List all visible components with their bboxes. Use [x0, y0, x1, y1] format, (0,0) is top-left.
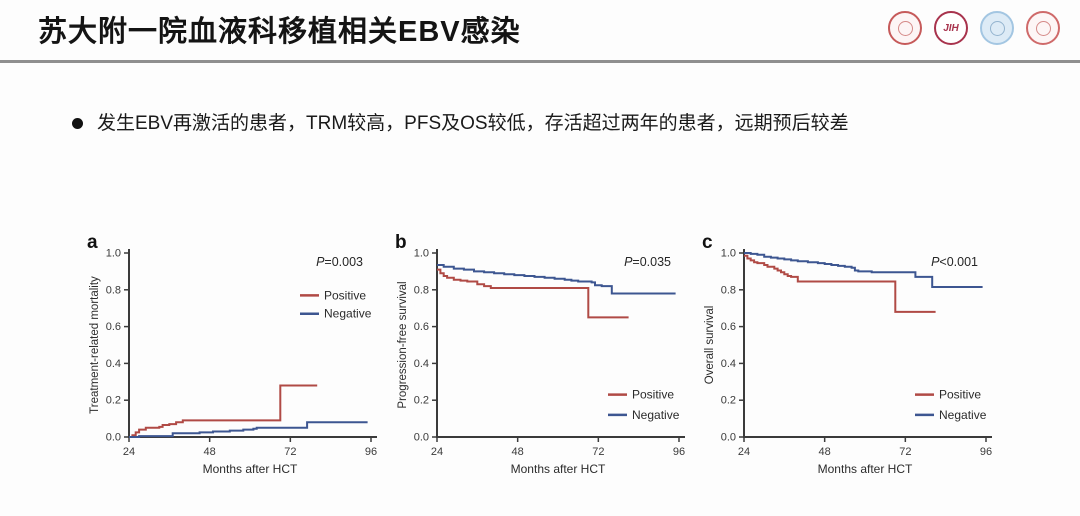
- x-tick-label: 72: [284, 446, 296, 458]
- y-tick-label: 0.8: [106, 284, 121, 296]
- x-tick-label: 24: [738, 446, 750, 458]
- legend-label-negative: Negative: [632, 408, 680, 422]
- y-tick-label: 1.0: [721, 248, 736, 260]
- y-tick-label: 0.6: [721, 321, 736, 333]
- x-tick-label: 48: [819, 446, 831, 458]
- y-tick-label: 0.6: [414, 321, 429, 333]
- x-axis-label: Months after HCT: [511, 462, 606, 476]
- km-chart-trm: a 0.0 0.2 0.4 0.6 0.8 1.0 24 48 72 96 Months after …: [85, 228, 395, 493]
- legend-label-negative: Negative: [324, 307, 372, 321]
- series-negative-line: [129, 421, 368, 438]
- series-positive-line: [744, 254, 936, 313]
- x-tick-label: 24: [431, 446, 443, 458]
- series-negative-line: [744, 252, 983, 288]
- km-chart-os: c 0.0 0.2 0.4 0.6 0.8 1.0 24 48 72 96 Months after …: [700, 228, 1010, 493]
- y-tick-label: 0.4: [414, 358, 429, 370]
- y-tick-label: 0.6: [106, 321, 121, 333]
- y-axis-label: Overall survival: [704, 306, 716, 385]
- x-tick-label: 96: [673, 446, 685, 458]
- x-tick-label: 48: [512, 446, 524, 458]
- y-tick-label: 1.0: [106, 248, 121, 260]
- y-tick-label: 0.4: [721, 358, 736, 370]
- y-tick-label: 0.2: [414, 395, 429, 407]
- series-positive-line: [437, 268, 629, 319]
- figure-row: a 0.0 0.2 0.4 0.6 0.8 1.0 24 48 72 96 Months after …: [0, 228, 1080, 503]
- series-negative-line: [437, 264, 676, 295]
- red-seal-logo: [888, 11, 922, 45]
- x-tick-label: 72: [899, 446, 911, 458]
- x-tick-label: 96: [365, 446, 377, 458]
- km-plot-svg: a 0.0 0.2 0.4 0.6 0.8 1.0 24 48 72 96 Months after …: [87, 232, 377, 476]
- red-emblem-logo: [1026, 11, 1060, 45]
- x-tick-label: 24: [123, 446, 135, 458]
- legend-label-positive: Positive: [324, 288, 366, 302]
- y-tick-label: 0.4: [106, 358, 121, 370]
- p-value-label: P<0.001: [931, 255, 978, 269]
- km-chart-pfs: b 0.0 0.2 0.4 0.6 0.8 1.0 24 48 72 96 Months after …: [393, 228, 703, 493]
- y-tick-label: 0.0: [106, 432, 121, 444]
- x-tick-label: 96: [980, 446, 992, 458]
- page-title: 苏大附一院血液科移植相关EBV感染: [38, 16, 521, 48]
- y-axis-label: Progression-free survival: [397, 281, 409, 408]
- logo-label: JIH: [943, 22, 959, 34]
- y-tick-label: 0.0: [721, 432, 736, 444]
- bullet-icon: [72, 118, 83, 129]
- bullet-text: 发生EBV再激活的患者，TRM较高，PFS及OS较低，存活超过两年的患者，远期预…: [97, 113, 849, 134]
- legend-label-negative: Negative: [939, 408, 987, 422]
- legend-label-positive: Positive: [939, 388, 981, 402]
- p-value-label: P=0.035: [624, 255, 671, 269]
- panel-letter: c: [702, 232, 713, 253]
- y-tick-label: 0.8: [414, 284, 429, 296]
- km-plot-svg: b 0.0 0.2 0.4 0.6 0.8 1.0 24 48 72 96 Months after …: [395, 232, 685, 476]
- jih-logo: JIH: [934, 11, 968, 45]
- y-tick-label: 1.0: [414, 248, 429, 260]
- x-tick-label: 72: [592, 446, 604, 458]
- panel-letter: b: [395, 232, 407, 253]
- legend-label-positive: Positive: [632, 388, 674, 402]
- y-axis-label: Treatment-related mortality: [89, 276, 101, 414]
- series-positive-line: [129, 384, 318, 438]
- y-tick-label: 0.0: [414, 432, 429, 444]
- logo-strip: JIH: [888, 11, 1060, 45]
- p-value-label: P=0.003: [316, 255, 363, 269]
- x-axis-label: Months after HCT: [203, 462, 298, 476]
- panel-letter: a: [87, 232, 98, 253]
- x-tick-label: 48: [204, 446, 216, 458]
- km-plot-svg: c 0.0 0.2 0.4 0.6 0.8 1.0 24 48 72 96 Months after …: [702, 232, 992, 476]
- bullet-point: 发生EBV再激活的患者，TRM较高，PFS及OS较低，存活超过两年的患者，远期预…: [72, 110, 1052, 138]
- title-divider: [0, 60, 1080, 63]
- blue-seal-logo: [980, 11, 1014, 45]
- y-tick-label: 0.2: [721, 395, 736, 407]
- x-axis-label: Months after HCT: [818, 462, 913, 476]
- y-tick-label: 0.2: [106, 395, 121, 407]
- y-tick-label: 0.8: [721, 284, 736, 296]
